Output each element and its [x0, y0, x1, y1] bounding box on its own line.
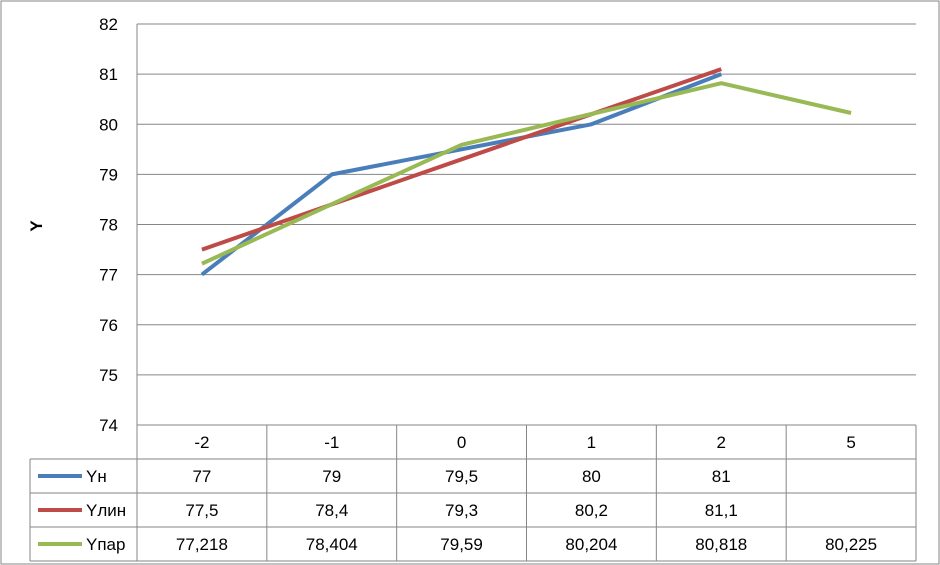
- table-cell: 81: [712, 467, 731, 486]
- table-cell: 81,1: [705, 501, 738, 520]
- x-tick-label: 1: [587, 433, 596, 452]
- table-cell: 79: [322, 467, 341, 486]
- x-tick-label: 2: [717, 433, 726, 452]
- series-line-1: [200, 72, 723, 277]
- table-cell: 80,225: [825, 535, 877, 554]
- y-tick-label: 76: [99, 316, 118, 335]
- table-cell: 80: [582, 467, 601, 486]
- y-tick-label: 75: [99, 366, 118, 385]
- y-tick-label: 81: [99, 65, 118, 84]
- data-table: -2 -1 0 1 2 5 Yн 77 79 79,5 80 81 Yлин 77,5 78,4 79,3 80…: [29, 425, 917, 562]
- y-tick-label: 79: [99, 165, 118, 184]
- legend-label: Yпар: [86, 535, 125, 554]
- y-tick-label: 78: [99, 216, 118, 235]
- series-line-3: [201, 81, 852, 266]
- table-cell: 79,5: [445, 467, 478, 486]
- table-cell: 77: [192, 467, 211, 486]
- legend-label: Yлин: [86, 501, 126, 520]
- x-tick-label: 5: [846, 433, 855, 452]
- y-tick-label: 74: [99, 416, 118, 435]
- table-cell: 80,204: [565, 535, 617, 554]
- y-axis-ticks: 74 75 76 77 78 79 80 81 82: [99, 15, 118, 435]
- series-line-2: [201, 67, 722, 252]
- table-cell: 78,4: [315, 501, 348, 520]
- table-cell: 79,3: [445, 501, 478, 520]
- x-tick-label: 0: [457, 433, 466, 452]
- y-axis-label: Y: [27, 220, 46, 232]
- y-tick-label: 80: [99, 115, 118, 134]
- table-cell: 80,2: [575, 501, 608, 520]
- y-tick-label: 82: [99, 15, 118, 34]
- table-cell: 80,818: [695, 535, 747, 554]
- legend-label: Yн: [86, 467, 107, 486]
- table-cell: 77,5: [185, 501, 218, 520]
- table-cell: 79,59: [440, 535, 483, 554]
- table-cell: 78,404: [306, 535, 358, 554]
- table-cell: 77,218: [176, 535, 228, 554]
- x-tick-label: -2: [194, 433, 209, 452]
- y-tick-label: 77: [99, 266, 118, 285]
- x-tick-label: -1: [324, 433, 339, 452]
- series-lines: [200, 67, 852, 277]
